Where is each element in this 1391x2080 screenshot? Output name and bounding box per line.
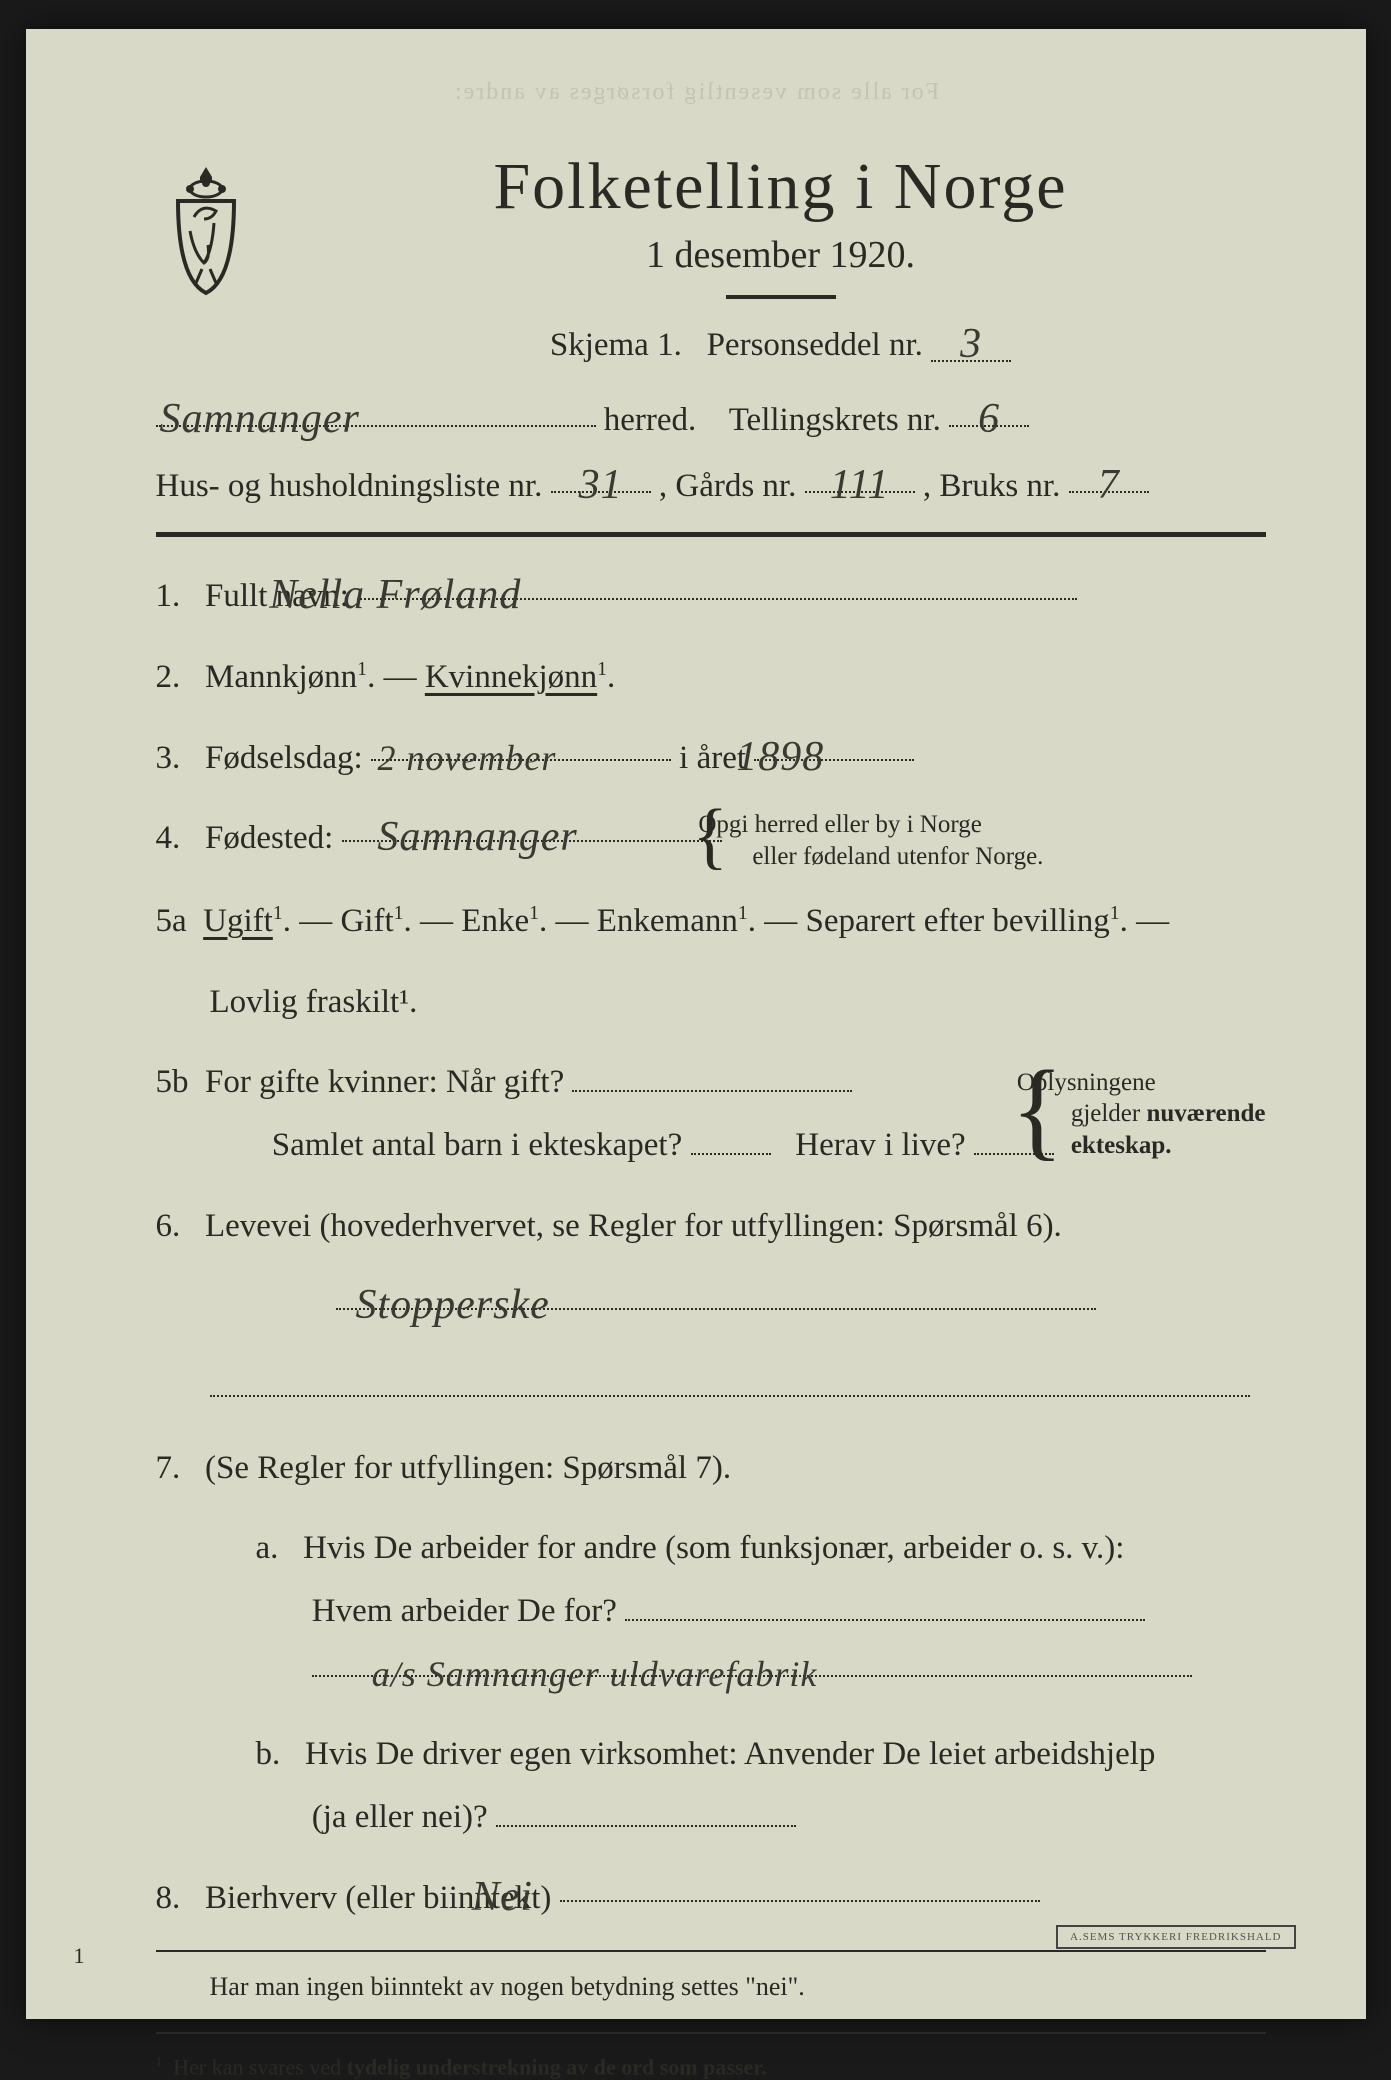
census-form-page: For alle som vesentlig forsørges av andr… [26, 29, 1366, 2019]
herred-suffix: herred. [604, 402, 697, 438]
q7-num: 7. [156, 1450, 181, 1486]
q3-num: 3. [156, 740, 181, 776]
crest-svg [156, 159, 256, 299]
q4: 4. Fødested: Samnanger { Opgi herred ell… [156, 807, 1266, 872]
q5a-ugift: Ugift [203, 903, 273, 939]
q1-value: Nella Frøland [323, 583, 521, 608]
q1-num: 1. [156, 578, 181, 614]
gard-nr: 111 [830, 473, 890, 498]
printer-stamp: A.SEMS TRYKKERI FREDRIKSHALD [1056, 1925, 1295, 1949]
q4-value: Samnanger [431, 825, 577, 850]
q4-note2: eller fødeland utenfor Norge. [752, 843, 1043, 870]
divider-thin-2 [156, 2032, 1266, 2034]
q5b-num: 5b [156, 1064, 189, 1100]
q4-brace: { Opgi herred eller by i Norge eller fød… [746, 809, 1043, 872]
q7b-1: Hvis De driver egen virksomhet: Anvender… [305, 1736, 1155, 1772]
footnote2-prefix: Her kan svares ved [173, 2054, 347, 2079]
q4-num: 4. [156, 820, 181, 856]
q5a-line2: Lovlig fraskilt¹. [210, 971, 1266, 1034]
q3-day: 2 november [419, 748, 569, 770]
q5b-brace: { Oplysningene gjelder nuværende ekteska… [1065, 1067, 1266, 1161]
q6-num: 6. [156, 1208, 181, 1244]
q7b-num: b. [256, 1736, 281, 1772]
q8-value: Nei [526, 1885, 533, 1910]
q7a-value: a/s Samnanger uldvarefabrik [372, 1664, 818, 1686]
q3-year: 1898 [790, 745, 824, 770]
divider-thin [156, 1950, 1266, 1952]
q7a-num: a. [256, 1530, 279, 1566]
hus-label: Hus- og husholdningsliste nr. [156, 468, 543, 504]
q8: 8. Bierhverv (eller biinntekt) Nei [156, 1867, 1266, 1930]
divider-thick [156, 532, 1266, 537]
q7b-2: (ja eller nei)? [312, 1799, 488, 1835]
q7a-2: Hvem arbeider De for? [312, 1593, 617, 1629]
header: Folketelling i Norge 1 desember 1920. Sk… [156, 149, 1266, 372]
footnote-nei: Har man ingen biinntekt av nogen betydni… [210, 1972, 1266, 2002]
bruk-label: , Bruks nr. [923, 468, 1061, 504]
q6-value-line: Stopperske [336, 1275, 1266, 1338]
q5a-num: 5a [156, 903, 187, 939]
q7: 7. (Se Regler for utfyllingen: Spørsmål … [156, 1437, 1266, 1500]
q2: 2. Mannkjønn1. — Kvinnekjønn1. [156, 646, 1266, 709]
q6-label: Levevei (hovederhvervet, se Regler for u… [205, 1208, 1062, 1244]
q4-label: Fødested: [205, 820, 333, 856]
q2-num: 2. [156, 659, 181, 695]
bleedthrough-text: For alle som vesentlig forsørges av andr… [26, 79, 1366, 106]
schema-line: Skjema 1. Personseddel nr. 3 [296, 327, 1266, 364]
q7b: b. Hvis De driver egen virksomhet: Anven… [256, 1723, 1266, 1848]
divider-short [726, 295, 836, 299]
q6-value: Stopperske [356, 1293, 550, 1318]
personseddel-label: Personseddel nr. [707, 327, 923, 363]
hus-nr: 31 [579, 473, 623, 498]
q3: 3. Fødselsdag: 2 november i året 1898 [156, 727, 1266, 790]
q5b-line2a: Samlet antal barn i ekteskapet? [272, 1127, 683, 1163]
coat-of-arms-icon [156, 159, 256, 299]
q2-kvinne: Kvinnekjønn [425, 659, 597, 695]
personseddel-nr: 3 [960, 332, 982, 357]
q1: 1. Fullt navn: Nella Frøland [156, 565, 1266, 628]
q7-head: (Se Regler for utfyllingen: Spørsmål 7). [205, 1450, 731, 1486]
q8-num: 8. [156, 1880, 181, 1916]
q7a: a. Hvis De arbeider for andre (som funks… [256, 1517, 1266, 1705]
footnote-understrek: 1 Her kan svares ved tydelig understrekn… [156, 2054, 1266, 2080]
q5a: 5a Ugift1. — Gift1. — Enke1. — Enkemann1… [156, 890, 1266, 953]
footnote-sup: 1 [156, 2054, 163, 2069]
page-subtitle: 1 desember 1920. [296, 233, 1266, 277]
q5a-opts2: Lovlig fraskilt¹. [210, 984, 418, 1020]
meta-line-1: Samnanger herred. Tellingskrets nr. 6 [156, 392, 1266, 448]
page-title: Folketelling i Norge [296, 149, 1266, 225]
q2-mann: Mannkjønn [205, 659, 357, 695]
q6: 6. Levevei (hovederhvervet, se Regler fo… [156, 1195, 1266, 1258]
schema-label: Skjema 1. [550, 327, 682, 363]
bruk-nr: 7 [1098, 473, 1120, 498]
krets-nr: 6 [978, 407, 1000, 432]
q2-dash: — [384, 659, 425, 695]
q3-label: Fødselsdag: [205, 740, 363, 776]
q5b-line1: For gifte kvinner: Når gift? [205, 1064, 564, 1100]
q4-note1: Opgi herred eller by i Norge [698, 811, 981, 838]
herred-value: Samnanger [160, 407, 360, 432]
q5b-note3: ekteskap. [1071, 1132, 1172, 1159]
q5b-note2: gjelder nuværende [1071, 1100, 1266, 1127]
meta-line-2: Hus- og husholdningsliste nr. 31 , Gårds… [156, 458, 1266, 514]
krets-label: Tellingskrets nr. [729, 402, 941, 438]
footnote2-bold: tydelig understrekning av de ord som pas… [347, 2054, 767, 2079]
q7a-1: Hvis De arbeider for andre (som funksjon… [303, 1530, 1124, 1566]
title-block: Folketelling i Norge 1 desember 1920. Sk… [296, 149, 1266, 372]
q5b: 5b For gifte kvinner: Når gift? Samlet a… [156, 1051, 1266, 1176]
margin-mark: 1 [74, 1943, 85, 1969]
gard-label: , Gårds nr. [659, 468, 796, 504]
q6-blank [210, 1356, 1266, 1419]
q5b-line2b: Herav i live? [795, 1127, 965, 1163]
